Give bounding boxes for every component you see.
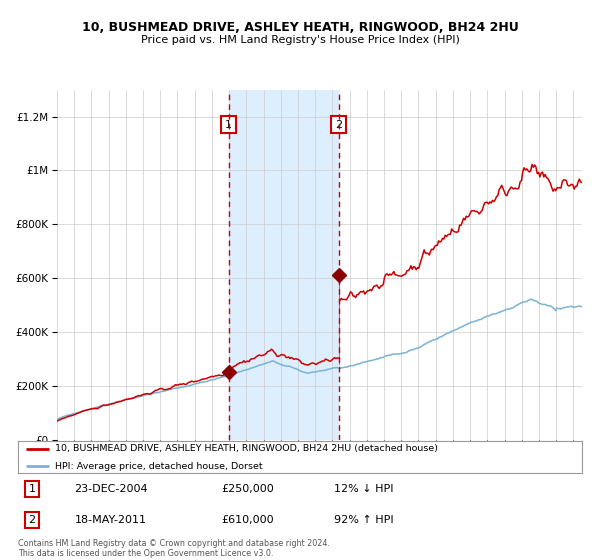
Bar: [229, 90, 339, 440]
Text: 12% ↓ HPI: 12% ↓ HPI: [334, 484, 394, 494]
Text: 92% ↑ HPI: 92% ↑ HPI: [334, 515, 394, 525]
Text: £610,000: £610,000: [221, 515, 274, 525]
Text: 1: 1: [29, 484, 35, 494]
Text: 10, BUSHMEAD DRIVE, ASHLEY HEATH, RINGWOOD, BH24 2HU (detached house): 10, BUSHMEAD DRIVE, ASHLEY HEATH, RINGWO…: [55, 444, 437, 454]
Text: Contains HM Land Registry data © Crown copyright and database right 2024.
This d: Contains HM Land Registry data © Crown c…: [18, 539, 330, 558]
Text: 10, BUSHMEAD DRIVE, ASHLEY HEATH, RINGWOOD, BH24 2HU: 10, BUSHMEAD DRIVE, ASHLEY HEATH, RINGWO…: [82, 21, 518, 34]
Text: £250,000: £250,000: [221, 484, 274, 494]
Text: 2: 2: [29, 515, 35, 525]
Text: Price paid vs. HM Land Registry's House Price Index (HPI): Price paid vs. HM Land Registry's House …: [140, 35, 460, 45]
Text: HPI: Average price, detached house, Dorset: HPI: Average price, detached house, Dors…: [55, 461, 262, 470]
Text: 18-MAY-2011: 18-MAY-2011: [74, 515, 146, 525]
Text: 2: 2: [335, 120, 343, 129]
Text: 1: 1: [225, 120, 232, 129]
Text: 23-DEC-2004: 23-DEC-2004: [74, 484, 148, 494]
